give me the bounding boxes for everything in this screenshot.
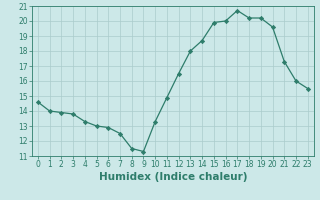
X-axis label: Humidex (Indice chaleur): Humidex (Indice chaleur) <box>99 172 247 182</box>
